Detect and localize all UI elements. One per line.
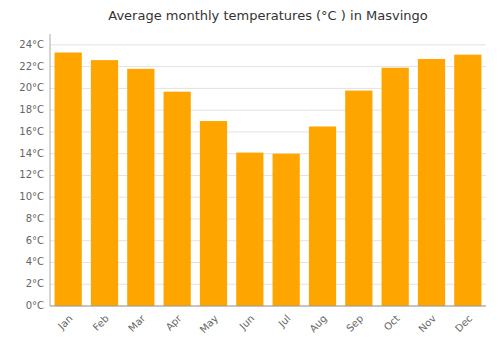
y-tick-label: 24°C — [19, 39, 44, 50]
x-tick-label: Nov — [416, 313, 438, 335]
bar — [164, 92, 191, 306]
y-tick-label: 20°C — [19, 82, 44, 93]
title: Average monthly temperatures (°C ) in Ma… — [108, 8, 427, 23]
bar — [55, 52, 82, 306]
x-tick-label: Dec — [453, 313, 474, 334]
x-tick-label: Feb — [91, 313, 111, 333]
x-tick-label: Mar — [126, 312, 148, 334]
y-axis: 0°C 2°C 4°C 6°C 8°C 10°C 12°C 14°C 16°C 18°C 20°C 2… — [19, 34, 50, 311]
x-tick-label: Oct — [382, 313, 402, 333]
y-tick-label: 22°C — [19, 61, 44, 72]
x-tick-label: May — [198, 313, 220, 335]
x-axis: Jan Feb Mar Apr May Jun Jul Aug Sep Oct Nov Dec — [50, 306, 486, 335]
y-tick-label: 16°C — [19, 126, 44, 137]
page: {"chart_data": {"type": "bar", "title": … — [0, 0, 500, 350]
y-tick-label: 10°C — [19, 191, 44, 202]
bar — [382, 68, 409, 306]
x-tick-label: Apr — [164, 312, 185, 333]
bar — [454, 55, 481, 306]
y-tick-label: 0°C — [26, 300, 44, 311]
bar — [236, 153, 263, 306]
x-tick-label: Aug — [307, 313, 329, 335]
x-tick-label: Jul — [276, 313, 293, 330]
x-tick-label: Jun — [237, 313, 257, 333]
bar — [345, 91, 372, 306]
y-tick-label: 8°C — [26, 213, 44, 224]
x-tick-label: Sep — [344, 313, 365, 334]
bar — [273, 154, 300, 306]
x-tick-label: Jan — [55, 313, 74, 332]
y-tick-label: 18°C — [19, 104, 44, 115]
y-tick-label: 12°C — [19, 169, 44, 180]
bar — [91, 60, 118, 306]
chart-svg: 0°C 2°C 4°C 6°C 8°C 10°C 12°C 14°C 16°C 18°C 20°C 2… — [0, 0, 500, 350]
bar — [127, 69, 154, 306]
bar — [418, 59, 445, 306]
y-tick-label: 4°C — [26, 256, 44, 267]
x-axis-line — [50, 306, 486, 307]
bar — [309, 126, 336, 306]
y-tick-label: 6°C — [26, 235, 44, 246]
y-tick-label: 14°C — [19, 148, 44, 159]
grid-line — [50, 306, 486, 307]
grid-line — [50, 44, 486, 45]
y-tick-label: 2°C — [26, 278, 44, 289]
bars — [55, 52, 482, 306]
grid — [50, 45, 486, 306]
bar — [200, 121, 227, 306]
y-axis-line — [50, 34, 51, 306]
chart-container: 0°C 2°C 4°C 6°C 8°C 10°C 12°C 14°C 16°C 18°C 20°C 2… — [0, 0, 500, 350]
